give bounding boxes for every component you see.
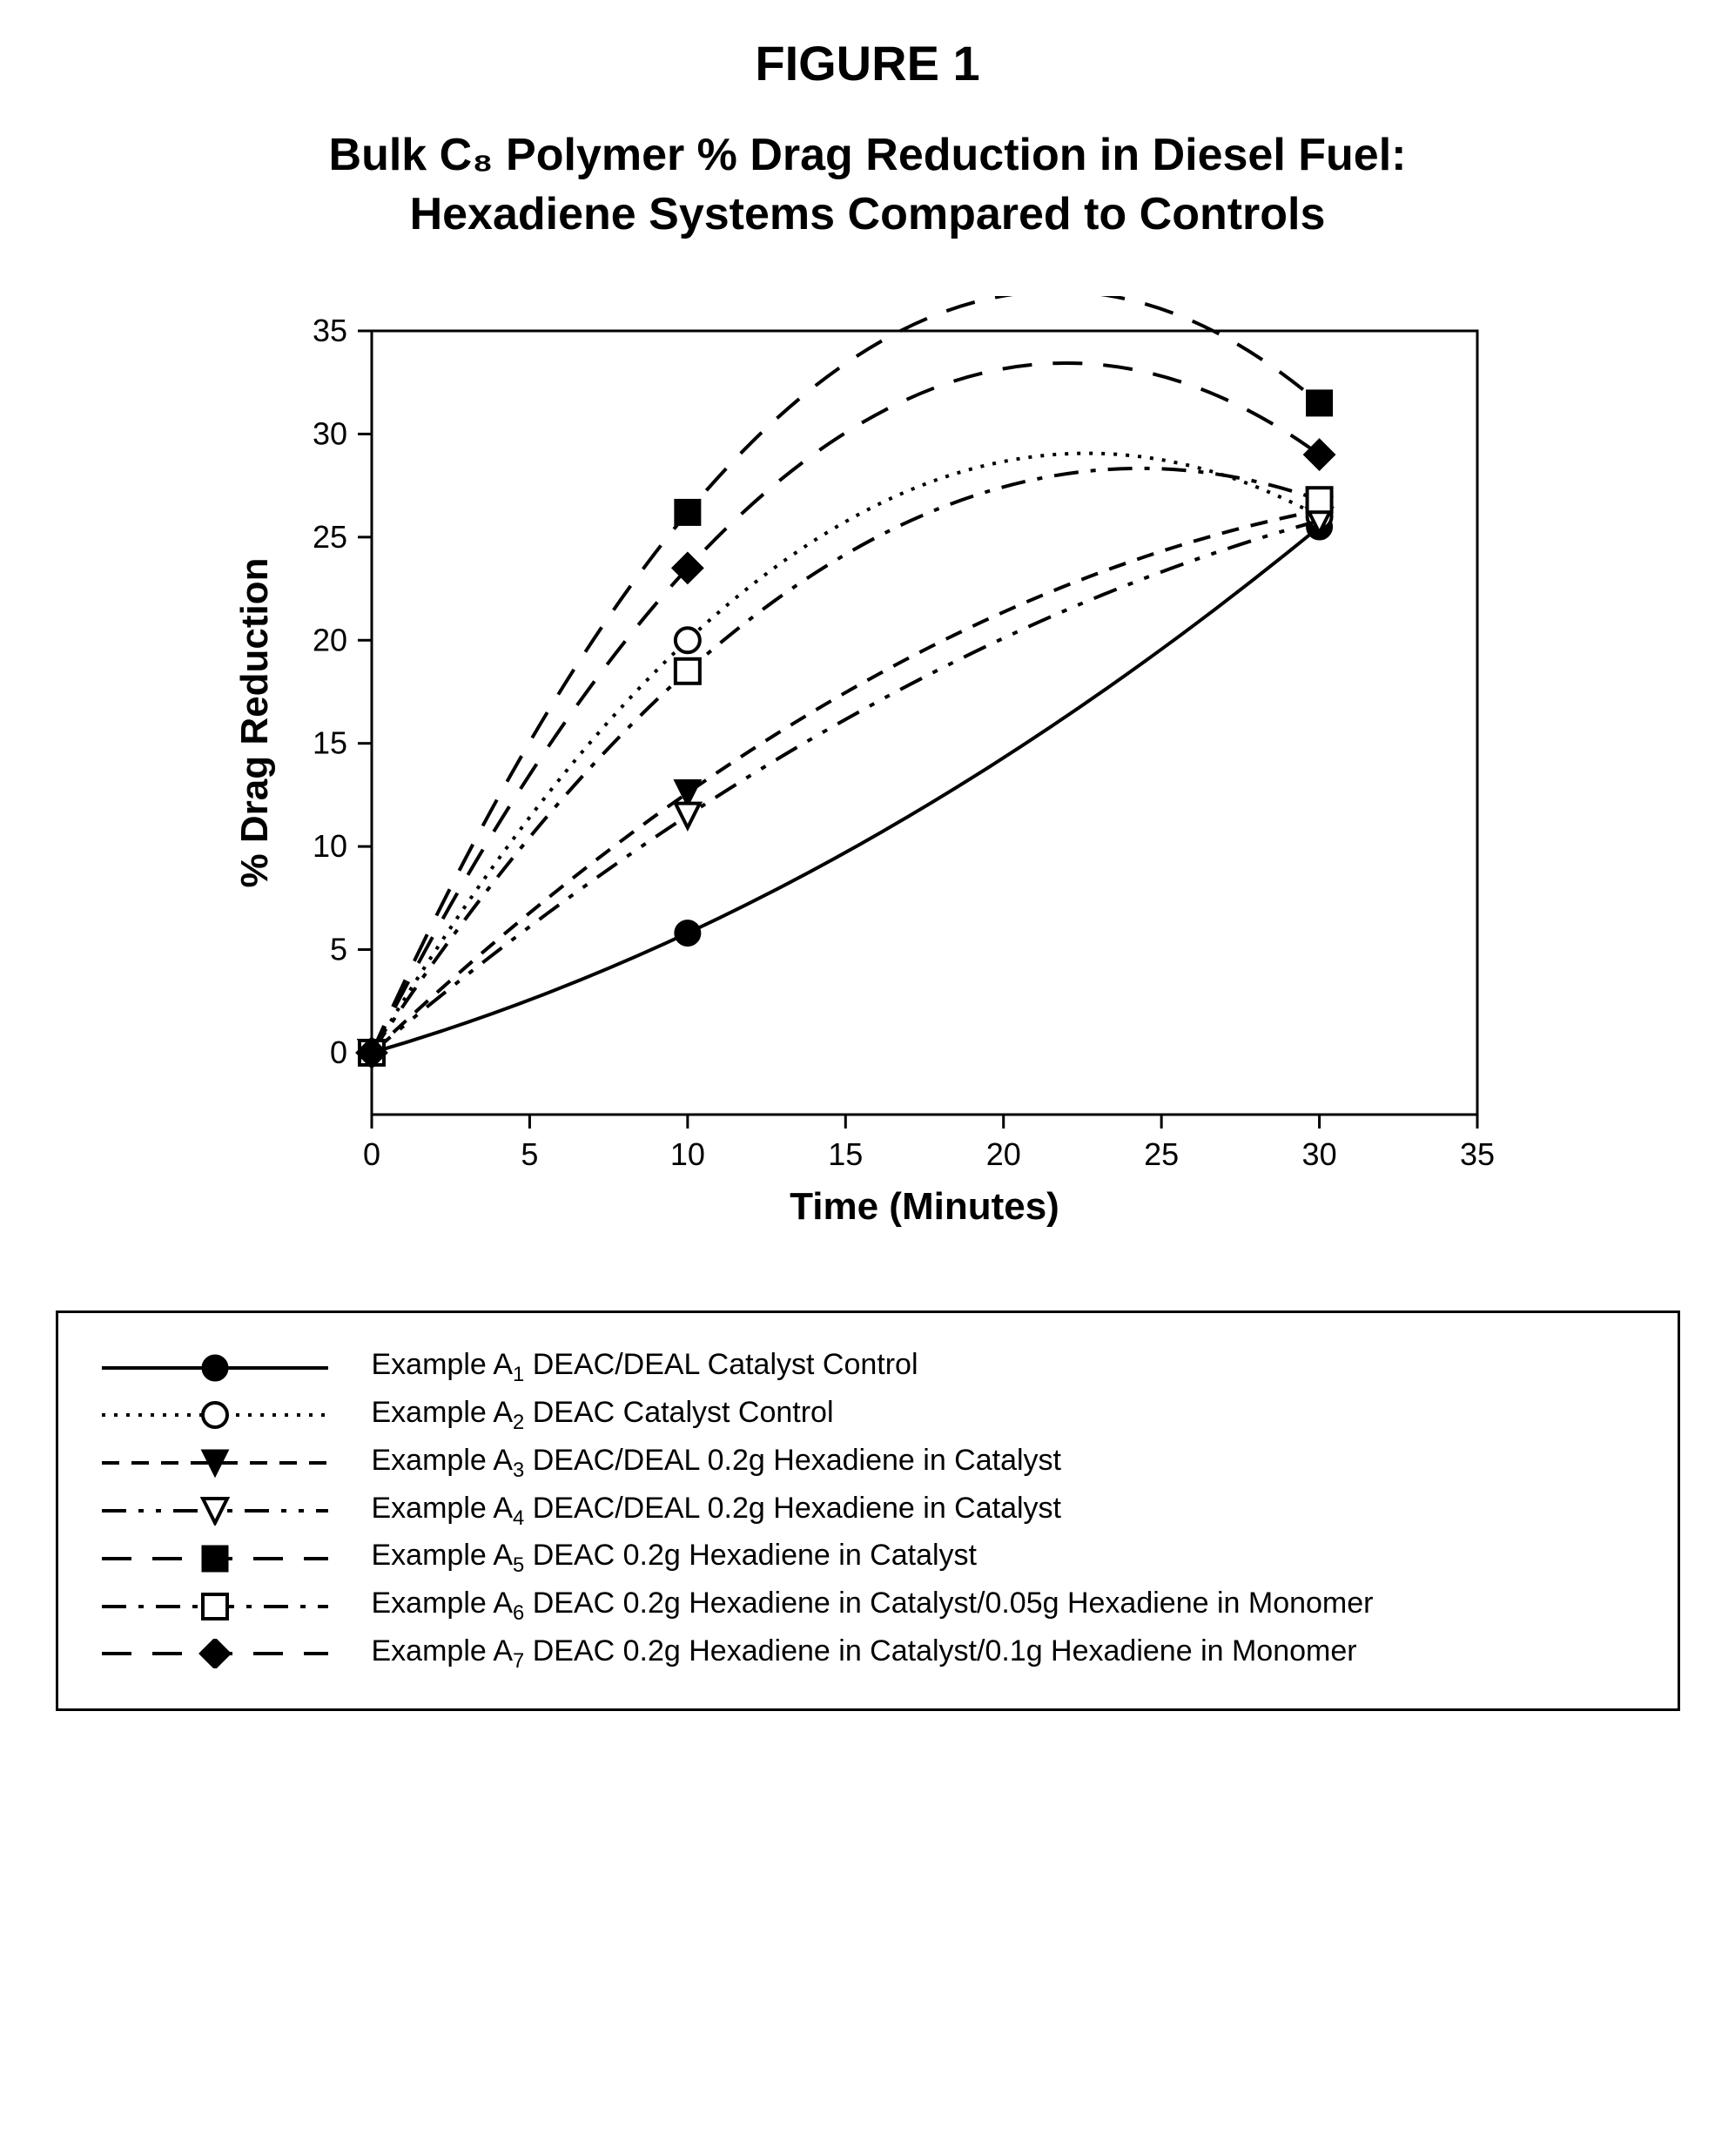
- legend-label-A3: Example A3 DEAC/DEAL 0.2g Hexadiene in C…: [372, 1444, 1062, 1483]
- legend-row-A2: Example A2 DEAC Catalyst Control: [93, 1396, 1643, 1435]
- svg-text:15: 15: [828, 1136, 863, 1172]
- legend-label-A4: Example A4 DEAC/DEAL 0.2g Hexadiene in C…: [372, 1492, 1062, 1531]
- chart-svg: 0 5 10 15 20 25 30 35 0 5 10 15 20 25 30 35 % Drag Reduc…: [215, 296, 1521, 1254]
- legend-label-A1: Example A1 DEAC/DEAL Catalyst Control: [372, 1348, 918, 1387]
- series-A5: [360, 296, 1332, 1065]
- svg-text:5: 5: [329, 932, 346, 967]
- legend-swatch-A5: [93, 1544, 337, 1573]
- svg-text:15: 15: [312, 725, 346, 761]
- svg-text:25: 25: [312, 519, 346, 555]
- legend-row-A1: Example A1 DEAC/DEAL Catalyst Control: [93, 1348, 1643, 1387]
- legend-row-A3: Example A3 DEAC/DEAL 0.2g Hexadiene in C…: [93, 1444, 1643, 1483]
- svg-text:20: 20: [312, 622, 346, 657]
- svg-text:35: 35: [312, 313, 346, 348]
- legend: Example A1 DEAC/DEAL Catalyst Control Exa…: [56, 1310, 1680, 1711]
- legend-row-A5: Example A5 DEAC 0.2g Hexadiene in Cataly…: [93, 1539, 1643, 1578]
- legend-swatch-A7: [93, 1639, 337, 1668]
- svg-text:10: 10: [669, 1136, 704, 1172]
- legend-row-A7: Example A7 DEAC 0.2g Hexadiene in Cataly…: [93, 1634, 1643, 1674]
- legend-swatch-A3: [93, 1448, 337, 1478]
- legend-label-A7: Example A7 DEAC 0.2g Hexadiene in Cataly…: [372, 1634, 1357, 1674]
- series-A7: [357, 363, 1334, 1068]
- svg-text:35: 35: [1459, 1136, 1494, 1172]
- figure-label: FIGURE 1: [35, 35, 1700, 91]
- series-A3: [360, 498, 1332, 1065]
- series-A6: [360, 468, 1332, 1065]
- legend-label-A5: Example A5 DEAC 0.2g Hexadiene in Cataly…: [372, 1539, 978, 1578]
- svg-text:30: 30: [1301, 1136, 1336, 1172]
- svg-text:Time (Minutes): Time (Minutes): [790, 1185, 1059, 1228]
- svg-text:% Drag Reduction: % Drag Reduction: [233, 558, 276, 888]
- legend-label-A6: Example A6 DEAC 0.2g Hexadiene in Cataly…: [372, 1587, 1374, 1626]
- legend-row-A6: Example A6 DEAC 0.2g Hexadiene in Cataly…: [93, 1587, 1643, 1626]
- legend-swatch-A6: [93, 1592, 337, 1621]
- svg-text:25: 25: [1144, 1136, 1179, 1172]
- series-A1: [360, 515, 1332, 1065]
- svg-text:0: 0: [362, 1136, 380, 1172]
- title-line-1: Bulk C₈ Polymer % Drag Reduction in Dies…: [329, 130, 1407, 180]
- svg-text:5: 5: [521, 1136, 538, 1172]
- legend-swatch-A4: [93, 1496, 337, 1526]
- chart-container: 0 5 10 15 20 25 30 35 0 5 10 15 20 25 30 35 % Drag Reduc…: [215, 296, 1521, 1258]
- svg-text:0: 0: [329, 1034, 346, 1070]
- legend-swatch-A1: [93, 1353, 337, 1383]
- title-line-2: Hexadiene Systems Compared to Controls: [410, 189, 1326, 239]
- series-A2: [360, 454, 1332, 1065]
- svg-text:10: 10: [312, 828, 346, 864]
- svg-text:20: 20: [985, 1136, 1020, 1172]
- legend-row-A4: Example A4 DEAC/DEAL 0.2g Hexadiene in C…: [93, 1492, 1643, 1531]
- legend-swatch-A2: [93, 1400, 337, 1430]
- series-A4: [360, 509, 1332, 1065]
- legend-label-A2: Example A2 DEAC Catalyst Control: [372, 1396, 834, 1435]
- svg-text:30: 30: [312, 416, 346, 452]
- chart-title: Bulk C₈ Polymer % Drag Reduction in Dies…: [35, 126, 1700, 244]
